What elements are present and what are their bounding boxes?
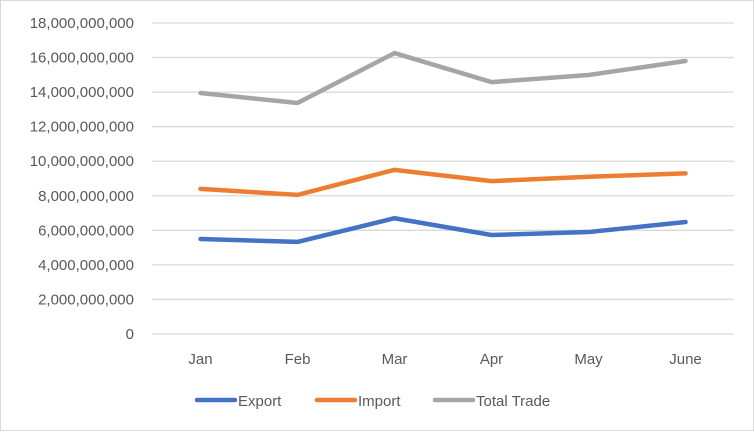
y-axis-labels: 0 2,000,000,000 4,000,000,000 6,000,000,000… — [30, 15, 134, 343]
x-tick-label: Jan — [188, 351, 212, 368]
x-axis-labels: Jan Feb Mar Apr May June — [188, 351, 701, 368]
y-tick-label: 12,000,000,000 — [30, 119, 134, 136]
gridlines — [152, 22, 734, 335]
legend-label: Total Trade — [476, 393, 550, 410]
legend-label: Import — [358, 393, 401, 410]
x-tick-label: June — [669, 351, 702, 368]
x-tick-label: Mar — [382, 351, 408, 368]
legend: Export Import Total Trade — [194, 393, 550, 410]
y-tick-label: 0 — [126, 326, 134, 343]
series-line-import — [198, 167, 688, 198]
series-line-total-trade — [198, 50, 688, 106]
y-tick-label: 14,000,000,000 — [30, 84, 134, 101]
x-tick-label: May — [574, 351, 603, 368]
y-tick-label: 16,000,000,000 — [30, 50, 134, 67]
y-tick-label: 2,000,000,000 — [38, 291, 134, 308]
series-lines — [198, 50, 688, 245]
y-tick-label: 4,000,000,000 — [38, 257, 134, 274]
x-tick-label: Apr — [480, 351, 503, 368]
series-line-export — [198, 215, 688, 245]
legend-label: Export — [238, 393, 282, 410]
y-tick-label: 6,000,000,000 — [38, 222, 134, 239]
y-tick-label: 18,000,000,000 — [30, 15, 134, 32]
y-tick-label: 8,000,000,000 — [38, 188, 134, 205]
y-tick-label: 10,000,000,000 — [30, 153, 134, 170]
x-tick-label: Feb — [285, 351, 311, 368]
